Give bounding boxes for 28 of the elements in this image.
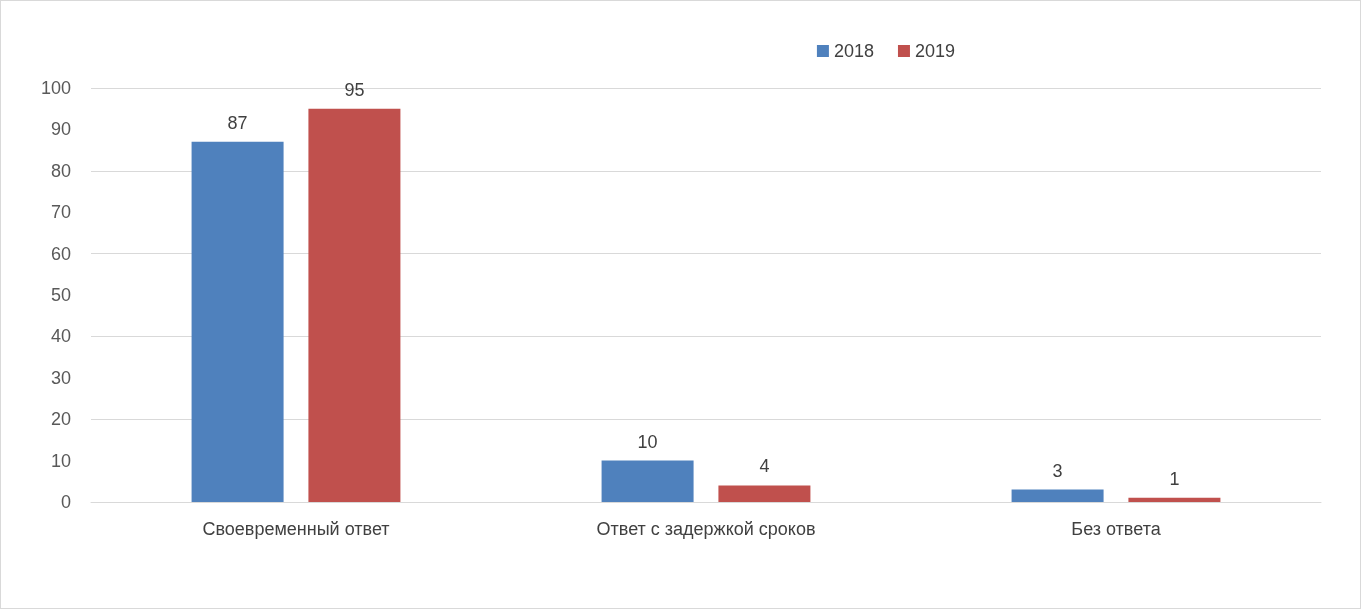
y-tick-label: 0 (60, 492, 71, 512)
y-tick-label: 10 (50, 450, 71, 471)
data-label: 1 (1169, 468, 1180, 489)
x-tick-label: Ответ с задержкой сроков (596, 519, 816, 539)
x-tick-label: Без ответа (1071, 519, 1162, 539)
y-tick-label: 20 (50, 409, 71, 430)
data-label: 4 (759, 456, 770, 477)
y-tick-label: 70 (50, 202, 71, 223)
legend-label: 2019 (914, 41, 955, 61)
y-tick-label: 90 (50, 119, 71, 140)
bar (308, 108, 401, 502)
bar (718, 485, 811, 502)
bar (191, 141, 284, 502)
bar (1011, 489, 1104, 502)
legend-label: 2018 (833, 41, 874, 61)
data-label: 10 (637, 431, 658, 452)
x-tick-label: Своевременный ответ (202, 519, 390, 539)
data-label: 3 (1052, 460, 1063, 481)
y-tick-label: 80 (50, 160, 71, 181)
data-label: 95 (344, 79, 365, 100)
y-tick-label: 30 (50, 367, 71, 388)
bar (1128, 497, 1221, 502)
y-tick-label: 40 (50, 326, 71, 347)
data-label: 87 (227, 112, 248, 133)
y-tick-label: 100 (40, 78, 71, 98)
bar (601, 460, 694, 502)
y-tick-label: 60 (50, 243, 71, 264)
y-tick-label: 50 (50, 285, 71, 305)
